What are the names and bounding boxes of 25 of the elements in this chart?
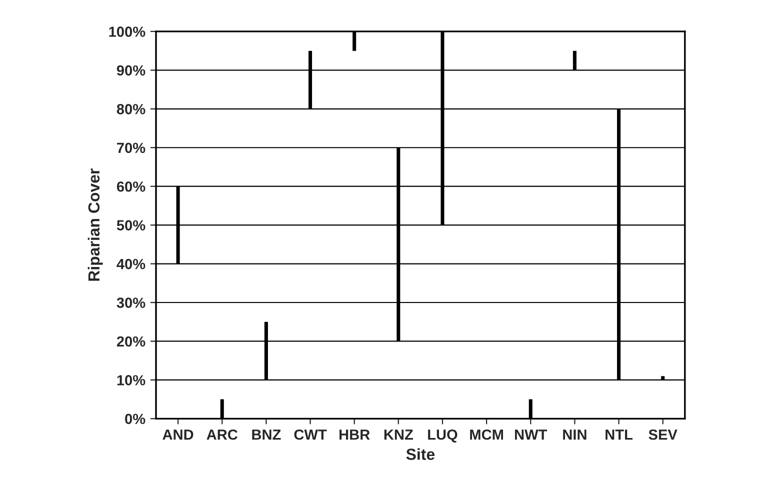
- x-tick-label: SEV: [648, 429, 678, 440]
- y-tick-label: 50%: [116, 220, 146, 230]
- y-tick-label: 10%: [117, 375, 146, 386]
- y-tick-label: 70%: [117, 142, 146, 154]
- x-tick-label: LUQ: [428, 429, 458, 443]
- x-tick-label: AND: [162, 430, 194, 440]
- x-tick-label: ARC: [206, 429, 238, 440]
- x-axis-title: Site: [406, 448, 435, 460]
- y-axis-title: Riparian Cover: [88, 168, 103, 281]
- x-tick-label: NWT: [515, 430, 548, 440]
- x-tick-label: NTL: [606, 430, 633, 440]
- x-tick-label: MCM: [470, 429, 504, 440]
- y-tick-label: 0%: [125, 414, 146, 424]
- x-tick-label: NIN: [563, 430, 586, 440]
- x-tick-label: HBR: [340, 430, 370, 440]
- y-tick-label: 40%: [116, 258, 146, 270]
- y-tick-label: 60%: [116, 181, 146, 192]
- y-tick-label: 90%: [116, 65, 146, 76]
- x-tick-label: CWT: [294, 429, 327, 440]
- y-tick-label: 100%: [109, 26, 146, 37]
- x-tick-label: BNZ: [252, 430, 281, 440]
- y-tick-label: 80%: [116, 104, 146, 114]
- y-tick-label: 20%: [116, 336, 146, 347]
- y-tick-label: 30%: [116, 298, 146, 308]
- x-tick-label: KNZ: [384, 430, 413, 440]
